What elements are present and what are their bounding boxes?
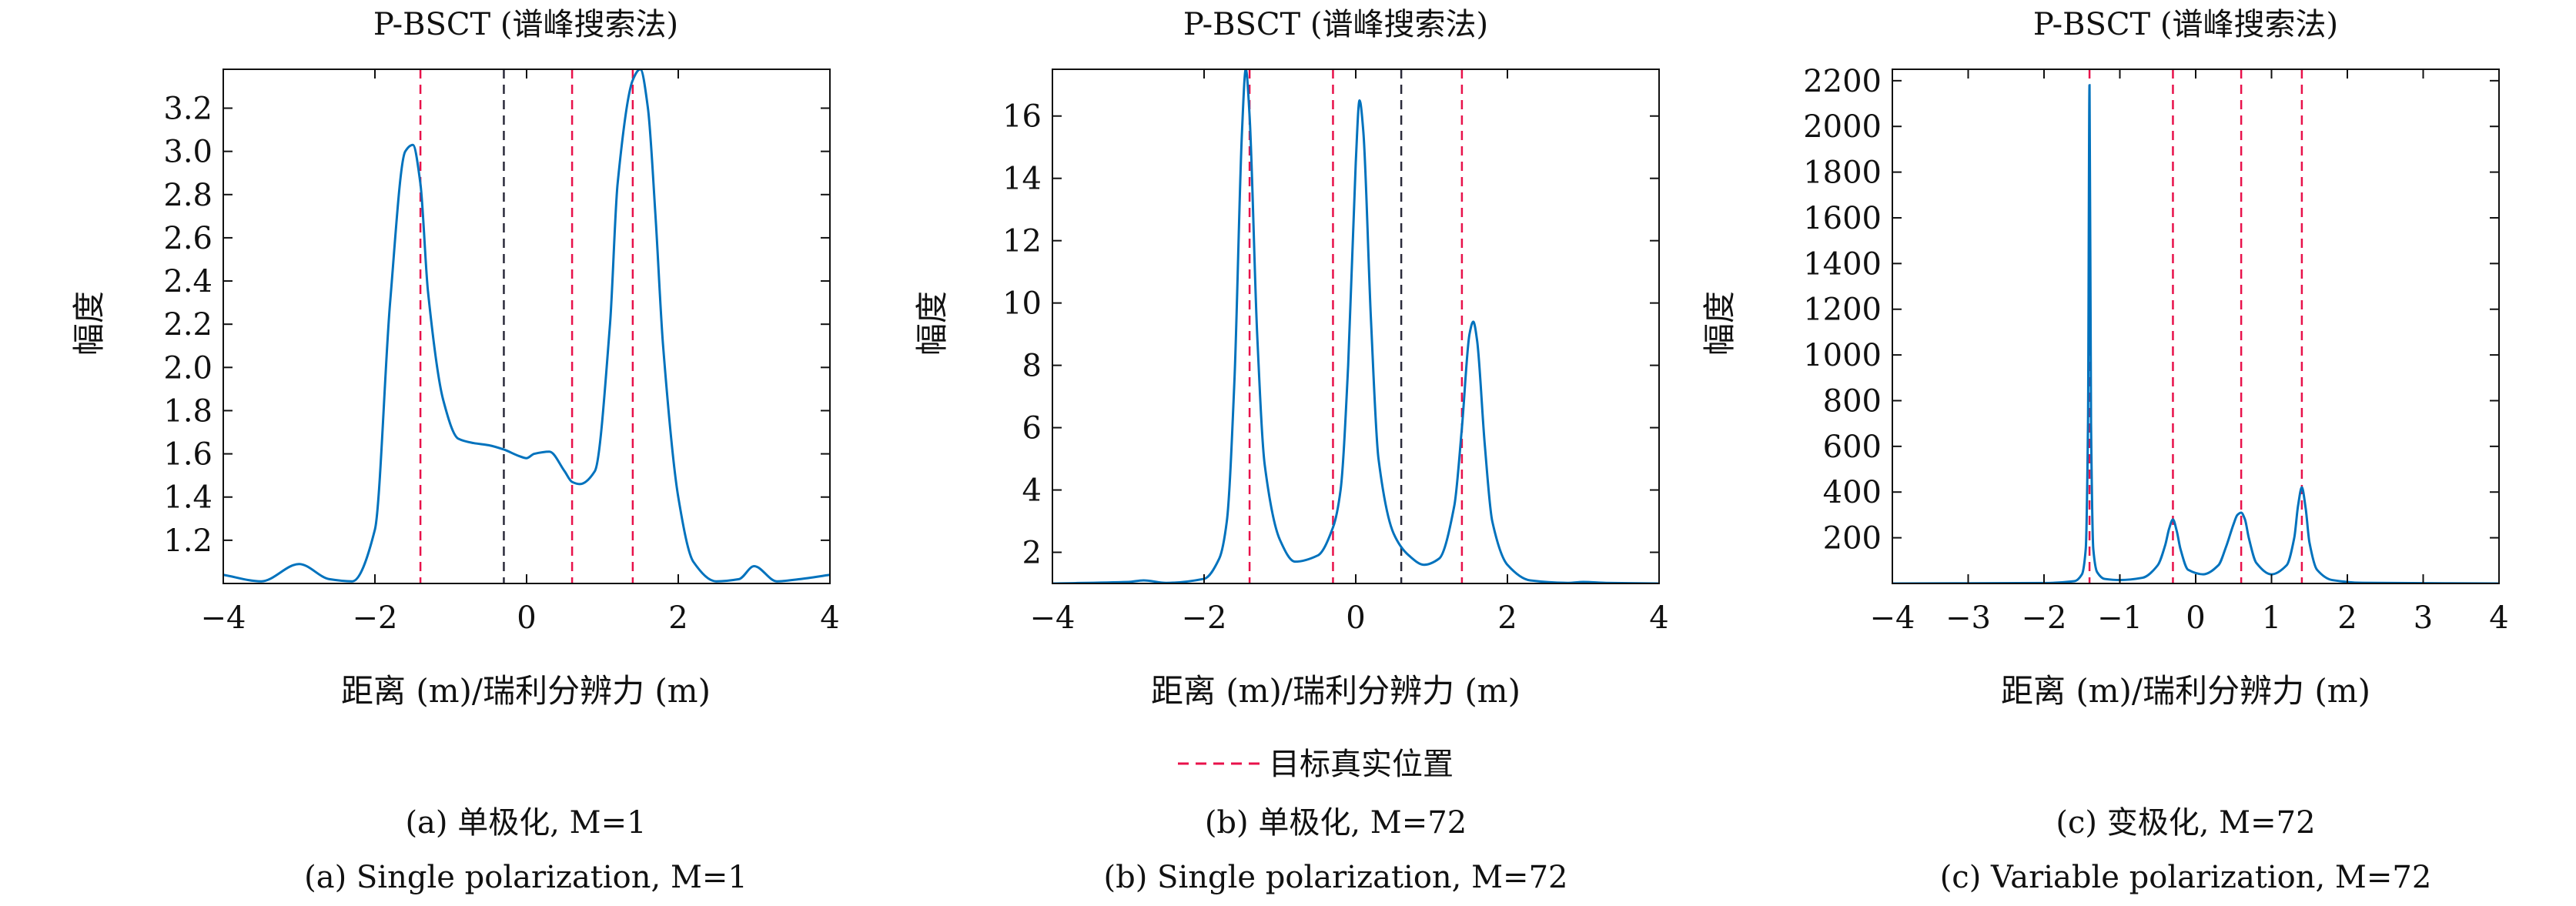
ytick-label-a-8: 2.8: [163, 178, 212, 213]
ytick-label-c-3: 800: [1823, 383, 1882, 419]
plot-b: −4 −2 0 2 4 2 4 6 8 10 12 14 16: [1002, 69, 1669, 636]
ytick-label-c-10: 2200: [1803, 64, 1882, 99]
panel-b-title: P-BSCT (谱峰搜索法): [1183, 7, 1488, 42]
ytick-label-b-3: 8: [1022, 349, 1042, 384]
ytick-label-a-9: 3.0: [163, 135, 212, 170]
legend: 目标真实位置: [1178, 747, 1454, 782]
panel-c-caption-en: (c) Variable polarization, M=72: [1940, 860, 2432, 895]
xtick-label-c-1: −3: [1945, 600, 1991, 636]
panel-b-caption-en: (b) Single polarization, M=72: [1104, 860, 1568, 895]
ytick-label-c-6: 1400: [1803, 246, 1882, 282]
ytick-label-c-7: 1600: [1803, 201, 1882, 236]
panel-b-xlabel: 距离 (m)/瑞利分辨力 (m): [1151, 672, 1521, 710]
panel-b: P-BSCT (谱峰搜索法) 幅度 距离 (m)/瑞利分辨力 (m) (b) 单…: [913, 7, 1567, 895]
axes-frame-c: [1892, 69, 2500, 584]
xtick-label-b-0: −4: [1030, 600, 1076, 636]
panel-a-caption-cn: (a) 单极化, M=1: [405, 805, 646, 841]
xtick-label-c-8: 4: [2489, 600, 2508, 636]
ytick-label-a-1: 1.4: [163, 480, 212, 516]
plot-c: −4 −3 −2 −1 0 1 2 3 4 200 400 600 800 1000 1200 1400 160…: [1803, 64, 2509, 636]
ytick-label-a-6: 2.4: [163, 264, 212, 299]
panel-a-xlabel: 距离 (m)/瑞利分辨力 (m): [341, 672, 711, 710]
xtick-label-b-2: 0: [1346, 600, 1365, 636]
xtick-label-c-0: −4: [1870, 600, 1915, 636]
xtick-label-c-7: 3: [2414, 600, 2433, 636]
xtick-label-a-0: −4: [201, 600, 246, 636]
panel-a-title: P-BSCT (谱峰搜索法): [373, 7, 678, 42]
xtick-label-a-4: 4: [820, 600, 839, 636]
plot-a: −4 −2 0 2 4 1.2 1.4 1.6 1.8 2.0 2.2 2.4 2.6 2.8 3.0 3.2: [163, 69, 840, 636]
panel-c-ylabel: 幅度: [1701, 291, 1738, 356]
ytick-label-b-0: 2: [1022, 536, 1042, 571]
panel-a: P-BSCT (谱峰搜索法) 幅度 距离 (m)/瑞利分辨力 (m) (a) 单…: [70, 7, 748, 895]
xtick-label-c-4: 0: [2186, 600, 2205, 636]
panel-a-ylabel: 幅度: [70, 291, 108, 356]
ytick-label-c-4: 1000: [1803, 338, 1882, 373]
ytick-label-a-7: 2.6: [163, 221, 212, 256]
ytick-label-c-2: 600: [1823, 430, 1882, 465]
ytick-label-b-2: 6: [1022, 411, 1042, 446]
ytick-label-a-2: 1.6: [163, 437, 212, 473]
ytick-label-a-4: 2.0: [163, 350, 212, 386]
xtick-label-c-3: −1: [2097, 600, 2143, 636]
ytick-label-c-0: 200: [1823, 521, 1882, 557]
xtick-label-c-5: 1: [2262, 600, 2281, 636]
xtick-label-a-1: −2: [353, 600, 398, 636]
panel-b-ylabel: 幅度: [913, 291, 951, 356]
panel-c: P-BSCT (谱峰搜索法) 幅度 距离 (m)/瑞利分辨力 (m) (c) 变…: [1701, 7, 2431, 895]
panel-c-xlabel: 距离 (m)/瑞利分辨力 (m): [2001, 672, 2370, 710]
ytick-label-a-10: 3.2: [163, 92, 212, 127]
ytick-label-b-4: 10: [1002, 286, 1042, 322]
series-line-a-0: [223, 69, 830, 583]
ytick-label-b-6: 14: [1002, 162, 1042, 197]
ytick-label-b-7: 16: [1002, 99, 1042, 135]
xtick-label-a-2: 0: [517, 600, 536, 636]
panel-c-title: P-BSCT (谱峰搜索法): [2033, 7, 2338, 42]
panel-a-caption-en: (a) Single polarization, M=1: [304, 860, 748, 895]
ytick-label-a-5: 2.2: [163, 307, 212, 343]
series-line-b-0: [1052, 69, 1659, 583]
ytick-label-a-3: 1.8: [163, 393, 212, 429]
xtick-label-c-2: −2: [2022, 600, 2067, 636]
series-line-c-0: [1892, 84, 2499, 583]
panel-b-caption-cn: (b) 单极化, M=72: [1205, 805, 1467, 841]
xtick-label-b-3: 2: [1497, 600, 1517, 636]
ytick-label-c-9: 2000: [1803, 109, 1882, 145]
xtick-label-b-4: 4: [1649, 600, 1668, 636]
xtick-label-c-6: 2: [2337, 600, 2357, 636]
xtick-label-a-3: 2: [668, 600, 687, 636]
xtick-label-b-1: −2: [1182, 600, 1227, 636]
ytick-label-c-1: 400: [1823, 475, 1882, 510]
ytick-label-c-5: 1200: [1803, 293, 1882, 328]
ytick-label-b-1: 4: [1022, 473, 1042, 509]
panel-c-caption-cn: (c) 变极化, M=72: [2056, 805, 2315, 841]
ytick-label-a-0: 1.2: [163, 523, 212, 559]
axes-frame-a: [222, 69, 831, 584]
legend-label: 目标真实位置: [1269, 747, 1454, 782]
ytick-label-b-5: 12: [1002, 224, 1042, 259]
ytick-label-c-8: 1800: [1803, 155, 1882, 191]
